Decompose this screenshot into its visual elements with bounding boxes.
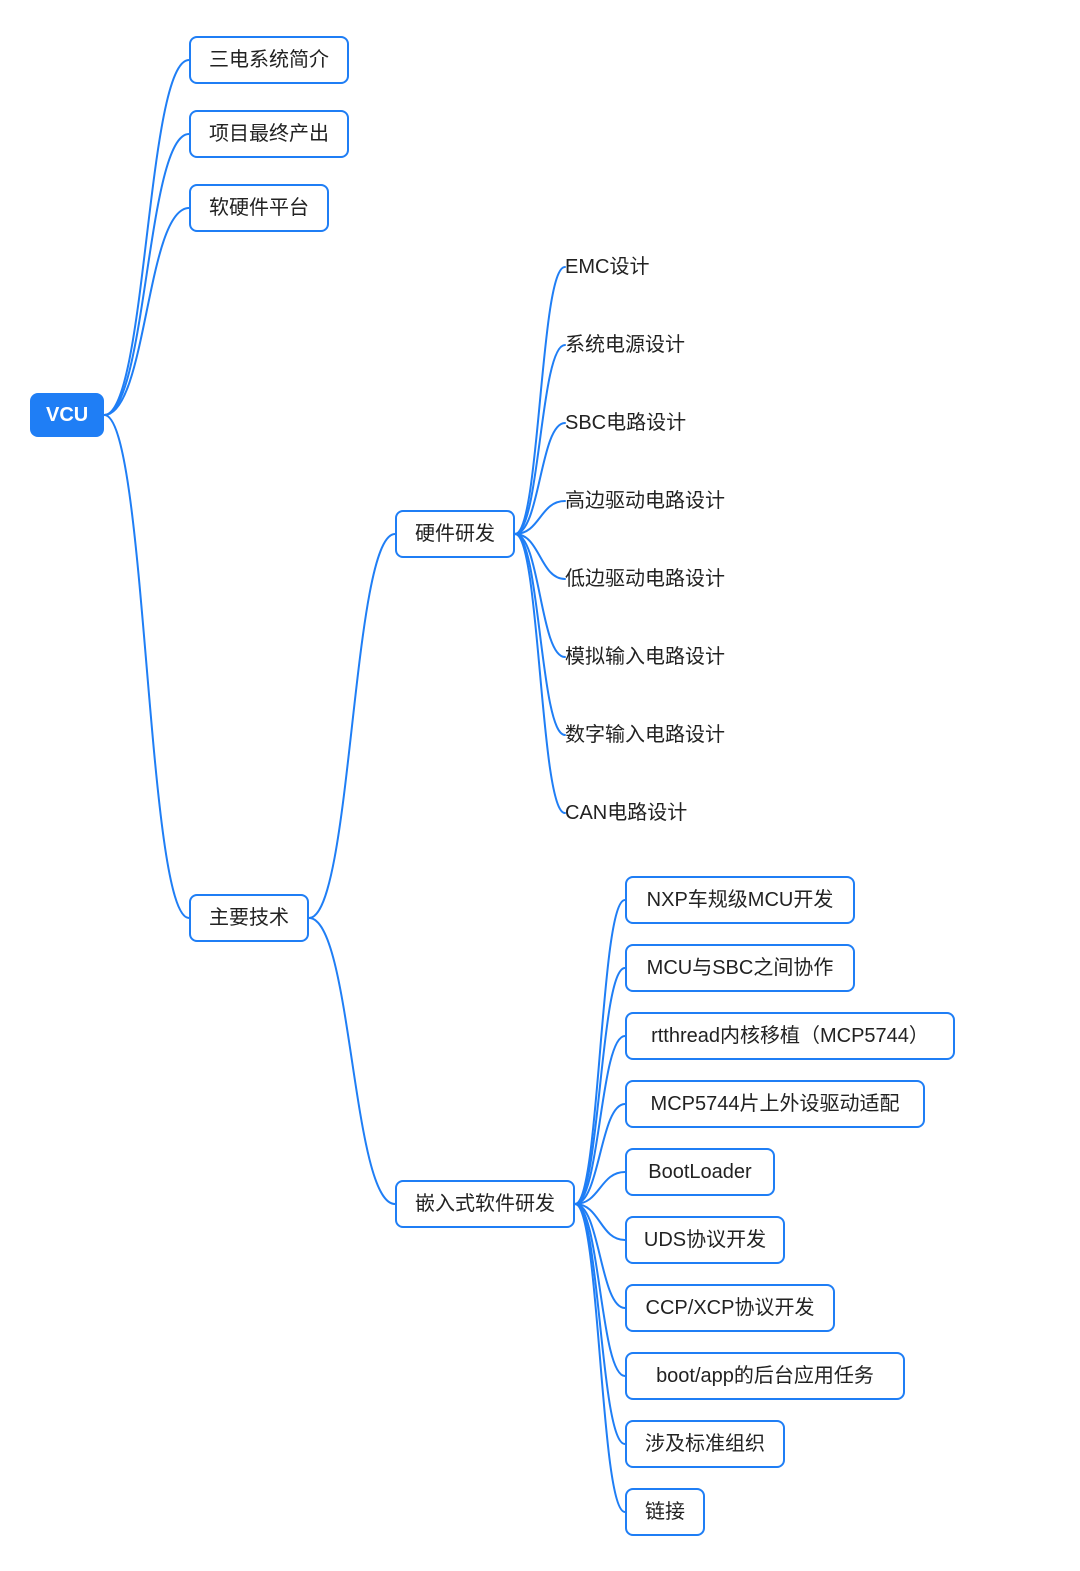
node-n1: 三电系统简介	[189, 36, 349, 84]
node-sw1: NXP车规级MCU开发	[625, 876, 855, 924]
node-sw: 嵌入式软件研发	[395, 1180, 575, 1228]
node-hw6: 模拟输入电路设计	[565, 645, 725, 669]
node-label: MCU与SBC之间协作	[647, 956, 834, 980]
node-label: 三电系统简介	[209, 48, 329, 72]
node-hw1: EMC设计	[565, 255, 649, 279]
node-sw7: CCP/XCP协议开发	[625, 1284, 835, 1332]
node-sw8: boot/app的后台应用任务	[625, 1352, 905, 1400]
node-sw6: UDS协议开发	[625, 1216, 785, 1264]
node-label: VCU	[46, 403, 88, 427]
node-label: 主要技术	[209, 906, 289, 930]
node-label: EMC设计	[565, 255, 649, 279]
node-label: CAN电路设计	[565, 801, 687, 825]
node-label: MCP5744片上外设驱动适配	[651, 1092, 900, 1116]
node-hw: 硬件研发	[395, 510, 515, 558]
node-label: 链接	[645, 1500, 685, 1524]
node-label: 项目最终产出	[209, 122, 329, 146]
node-hw2: 系统电源设计	[565, 333, 685, 357]
node-sw3: rtthread内核移植（MCP5744）	[625, 1012, 955, 1060]
node-n3: 软硬件平台	[189, 184, 329, 232]
node-hw4: 高边驱动电路设计	[565, 489, 725, 513]
node-label: 模拟输入电路设计	[565, 645, 725, 669]
node-label: rtthread内核移植（MCP5744）	[651, 1024, 929, 1048]
node-label: 硬件研发	[415, 522, 495, 546]
node-sw10: 链接	[625, 1488, 705, 1536]
node-hw5: 低边驱动电路设计	[565, 567, 725, 591]
node-label: UDS协议开发	[644, 1228, 766, 1252]
node-sw5: BootLoader	[625, 1148, 775, 1196]
node-label: 涉及标准组织	[645, 1432, 765, 1456]
node-label: 系统电源设计	[565, 333, 685, 357]
node-label: NXP车规级MCU开发	[647, 888, 834, 912]
node-n2: 项目最终产出	[189, 110, 349, 158]
node-sw2: MCU与SBC之间协作	[625, 944, 855, 992]
node-label: CCP/XCP协议开发	[646, 1296, 815, 1320]
node-label: 嵌入式软件研发	[415, 1192, 555, 1216]
node-label: 低边驱动电路设计	[565, 567, 725, 591]
node-n4: 主要技术	[189, 894, 309, 942]
node-hw3: SBC电路设计	[565, 411, 686, 435]
node-label: 软硬件平台	[209, 196, 309, 220]
mindmap-edges	[0, 0, 1080, 1571]
node-label: 高边驱动电路设计	[565, 489, 725, 513]
node-label: BootLoader	[648, 1160, 751, 1184]
node-label: SBC电路设计	[565, 411, 686, 435]
node-hw8: CAN电路设计	[565, 801, 687, 825]
node-sw9: 涉及标准组织	[625, 1420, 785, 1468]
node-label: boot/app的后台应用任务	[656, 1364, 874, 1388]
node-label: 数字输入电路设计	[565, 723, 725, 747]
node-hw7: 数字输入电路设计	[565, 723, 725, 747]
node-root: VCU	[30, 393, 104, 437]
node-sw4: MCP5744片上外设驱动适配	[625, 1080, 925, 1128]
